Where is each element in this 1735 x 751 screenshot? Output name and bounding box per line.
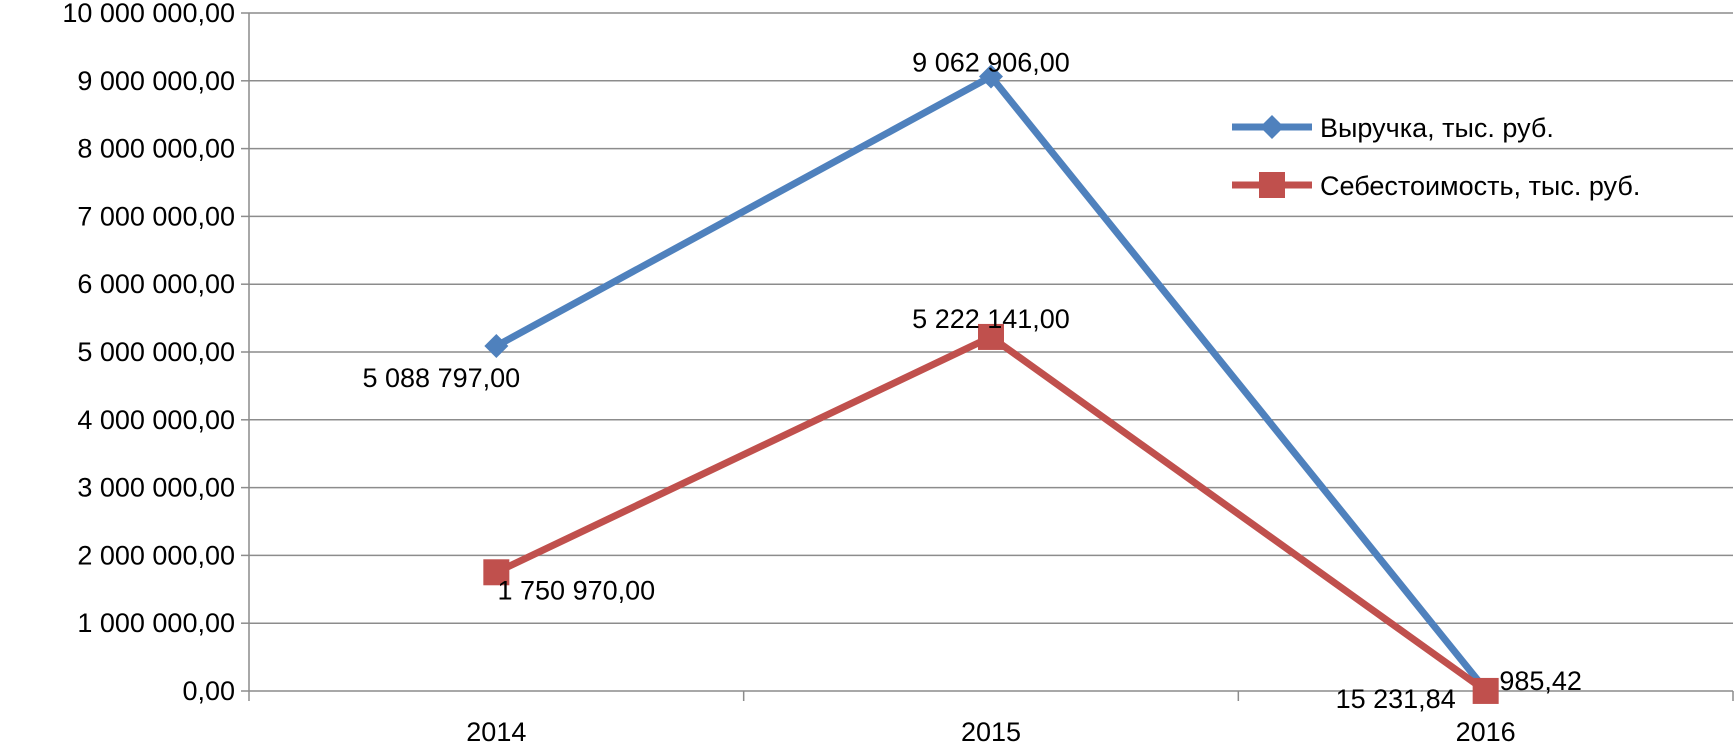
y-tick-label: 1 000 000,00	[77, 608, 235, 638]
series	[483, 64, 1499, 704]
y-tick-label: 6 000 000,00	[77, 269, 235, 299]
square-marker	[1472, 677, 1499, 704]
legend: Выручка, тыс. руб. Себестоимость, тыс. ру…	[1232, 113, 1640, 201]
y-tick-label: 8 000 000,00	[77, 134, 235, 164]
y-tick-label: 7 000 000,00	[77, 201, 235, 231]
series-2	[483, 323, 1499, 704]
data-label: 15 231,84	[1336, 684, 1456, 714]
data-label: 5 222 141,00	[912, 304, 1070, 334]
data-label: 9 062 906,00	[912, 48, 1070, 78]
y-axis-tick-labels: 0,00 1 000 000,00 2 000 000,00 3 000 000,00…	[62, 0, 235, 706]
legend-label: Выручка, тыс. руб.	[1320, 113, 1554, 143]
square-marker	[483, 559, 510, 586]
data-label: 985,42	[1499, 666, 1582, 696]
series-line	[494, 333, 1488, 694]
series-1	[484, 64, 1498, 702]
y-tick-label: 2 000 000,00	[77, 540, 235, 570]
square-marker	[978, 323, 1004, 350]
y-tick-label: 0,00	[182, 676, 235, 706]
legend-marker-icon	[1259, 172, 1285, 198]
data-labels: 5 088 797,00 9 062 906,00 15 231,84 1 750 9…	[363, 48, 1582, 714]
x-tick-label: 2016	[1456, 717, 1516, 747]
y-tick-label: 4 000 000,00	[77, 405, 235, 435]
legend-label: Себестоимость, тыс. руб.	[1320, 171, 1640, 201]
y-tick-label: 10 000 000,00	[62, 0, 235, 28]
y-tick-label: 3 000 000,00	[77, 473, 235, 503]
data-label: 5 088 797,00	[363, 363, 521, 393]
x-tick-label: 2014	[466, 717, 526, 747]
legend-marker-icon	[1260, 115, 1284, 139]
y-tick-label: 9 000 000,00	[77, 66, 235, 96]
y-tick-label: 5 000 000,00	[77, 337, 235, 367]
x-tick-label: 2015	[961, 717, 1021, 747]
diamond-marker	[979, 64, 1003, 89]
legend-entry: Себестоимость, тыс. руб.	[1232, 171, 1640, 201]
x-axis-tick-labels: 2014 2015 2016	[466, 717, 1515, 747]
legend-entry: Выручка, тыс. руб.	[1232, 113, 1554, 143]
data-label: 1 750 970,00	[498, 575, 656, 605]
diamond-marker	[484, 333, 509, 358]
